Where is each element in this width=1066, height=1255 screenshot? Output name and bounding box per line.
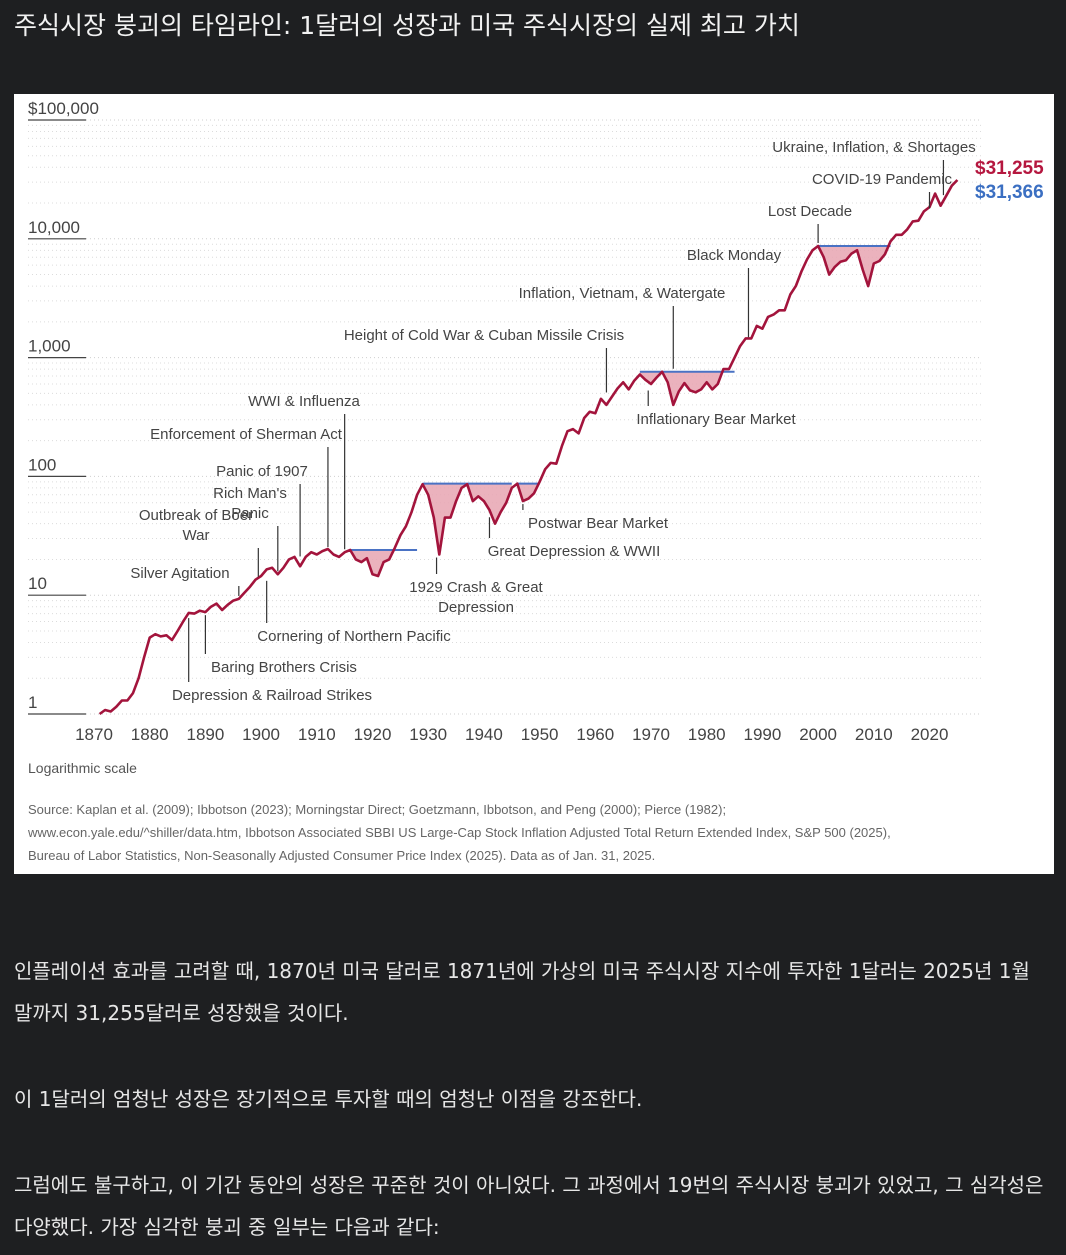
x-tick-label: 2010 [855, 725, 893, 744]
source-line: Source: Kaplan et al. (2009); Ibbotson (… [28, 802, 727, 817]
annotation-label: Rich Man's [213, 485, 287, 502]
body-paragraph: 인플레이션 효과를 고려할 때, 1870년 미국 달러로 1871년에 가상의… [14, 959, 1030, 1025]
annotation-label: Black Monday [687, 247, 782, 264]
annotation-label: Panic [231, 505, 269, 522]
body-paragraph: 이 1달러의 엄청난 성장은 장기적으로 투자할 때의 엄청난 이점을 강조한다… [14, 1087, 643, 1111]
x-tick-label: 1930 [409, 725, 447, 744]
page-title: 주식시장 붕괴의 타임라인: 1달러의 성장과 미국 주식시장의 실제 최고 가… [14, 11, 800, 40]
y-tick-label: 100 [28, 455, 56, 474]
annotation-label: Outbreak of Boer [139, 507, 253, 524]
annotation-label: Height of Cold War & Cuban Missile Crisi… [344, 327, 624, 344]
x-tick-label: 1960 [576, 725, 614, 744]
x-tick-label: 1920 [354, 725, 392, 744]
x-tick-label: 1950 [521, 725, 559, 744]
annotation-label: Baring Brothers Crisis [211, 659, 357, 676]
x-tick-label: 2000 [799, 725, 837, 744]
x-tick-label: 1970 [632, 725, 670, 744]
x-tick-label: 1940 [465, 725, 503, 744]
annotation-label: Depression & Railroad Strikes [172, 687, 372, 704]
y-tick-label: 1 [28, 693, 37, 712]
x-tick-label: 1890 [186, 725, 224, 744]
annotation-label: Inflationary Bear Market [636, 411, 796, 428]
drawdown-area [350, 550, 418, 577]
annotation-layer: Ukraine, Inflation, & Shortages COVID-19 … [130, 139, 1044, 704]
x-tick-label: 1990 [743, 725, 781, 744]
drawdown-area [422, 483, 512, 555]
source-note: Source: Kaplan et al. (2009); Ibbotson (… [28, 798, 891, 867]
y-tick-label: $100,000 [28, 99, 99, 118]
drawdown-layer [350, 244, 891, 577]
body-paragraph: 그럼에도 불구하고, 이 기간 동안의 성장은 꾸준한 것이 아니었다. 그 과… [14, 1173, 1044, 1239]
grid-layer [28, 119, 982, 715]
scale-note: Logarithmic scale [28, 760, 137, 776]
y-tick-label: 10,000 [28, 218, 80, 237]
end-value-label: $31,366 [975, 182, 1044, 203]
annotation-label: Lost Decade [768, 203, 852, 220]
annotation-label: Great Depression & WWII [488, 543, 661, 560]
value-line [98, 179, 959, 716]
annotation-label: Silver Agitation [130, 565, 229, 582]
annotation-label: COVID-19 Pandemic [812, 171, 953, 188]
drawdown-area [639, 371, 735, 405]
line-layer [98, 179, 959, 716]
x-tick-label: 1880 [131, 725, 169, 744]
drawdown-area [818, 245, 891, 287]
annotation-label: Depression [438, 599, 514, 616]
annotation-label: Ukraine, Inflation, & Shortages [772, 139, 975, 156]
x-tick-label: 1870 [75, 725, 113, 744]
chart-svg: Ukraine, Inflation, & Shortages COVID-19 … [28, 99, 1044, 744]
x-tick-label: 2020 [911, 725, 949, 744]
annotation-label: 1929 Crash & Great [409, 579, 543, 596]
x-tick-label: 1980 [688, 725, 726, 744]
x-tick-label: 1900 [242, 725, 280, 744]
y-tick-label: 10 [28, 574, 47, 593]
annotation-label: WWI & Influenza [248, 393, 360, 410]
end-value-label: $31,255 [975, 158, 1044, 179]
annotation-label: Panic of 1907 [216, 463, 308, 480]
annotation-label: Enforcement of Sherman Act [150, 426, 343, 443]
source-line: Bureau of Labor Statistics, Non-Seasonal… [28, 848, 656, 863]
y-tick-label: 1,000 [28, 337, 71, 356]
annotation-label: War [183, 527, 210, 544]
annotation-label: Inflation, Vietnam, & Watergate [519, 285, 726, 302]
x-tick-label: 1910 [298, 725, 336, 744]
annotation-label: Cornering of Northern Pacific [257, 628, 451, 645]
source-line: www.econ.yale.edu/^shiller/data.htm, Ibb… [28, 825, 891, 840]
axis-layer: 1 10 100 1,000 10,000 $100,000 1870 1880 1890 190… [28, 99, 948, 744]
chart-figure: Ukraine, Inflation, & Shortages COVID-19 … [14, 94, 1054, 874]
annotation-label: Postwar Bear Market [528, 515, 669, 532]
drawdown-area [517, 483, 540, 502]
